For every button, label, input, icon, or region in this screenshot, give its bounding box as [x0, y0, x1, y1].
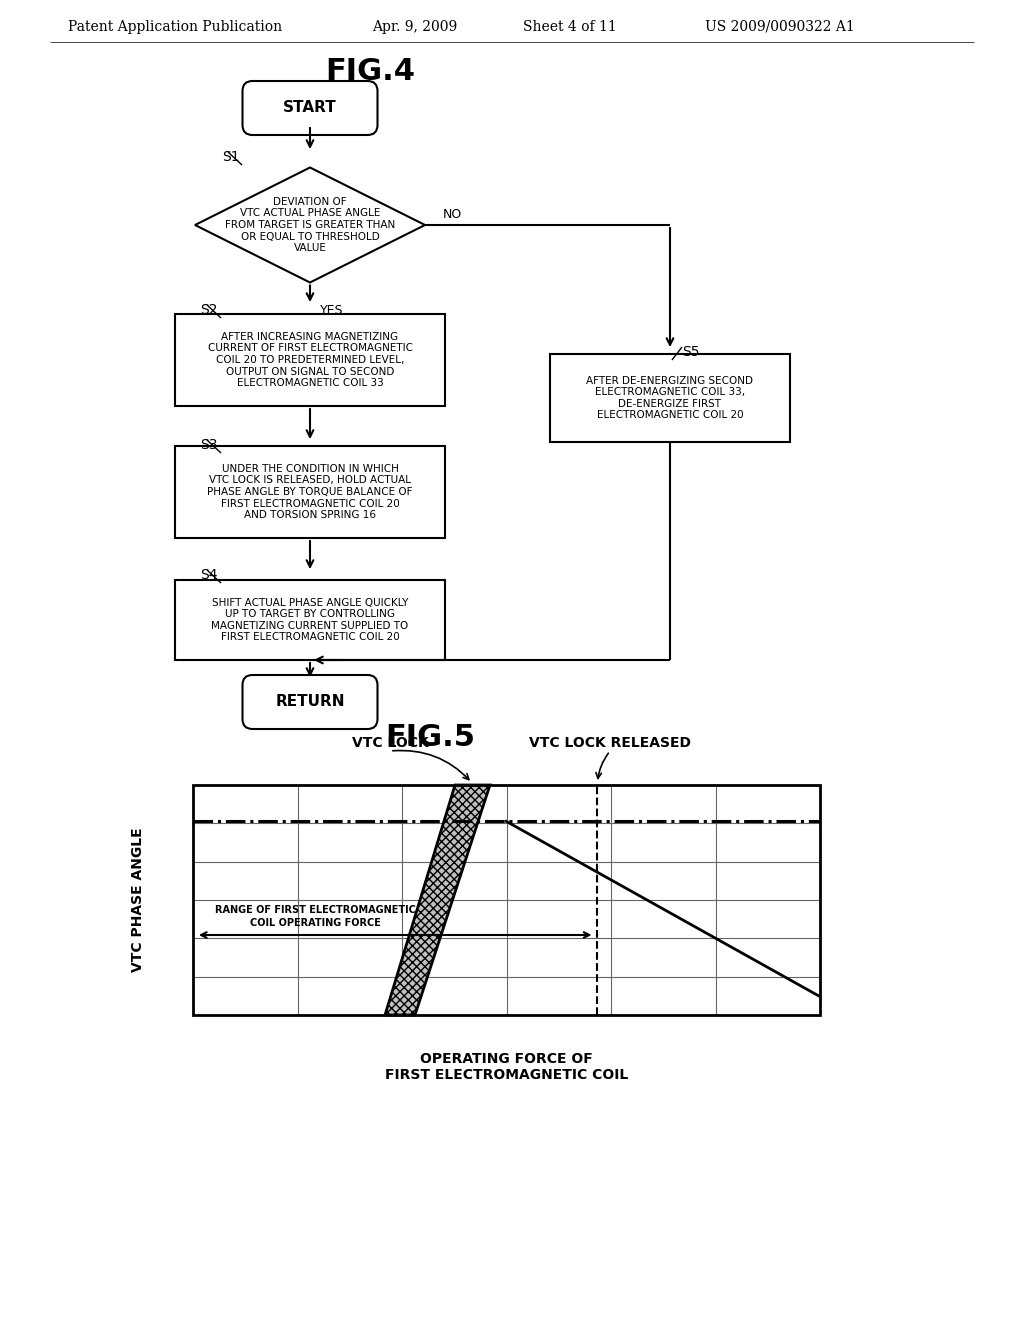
Text: AFTER INCREASING MAGNETIZING
CURRENT OF FIRST ELECTROMAGNETIC
COIL 20 TO PREDETE: AFTER INCREASING MAGNETIZING CURRENT OF …	[208, 331, 413, 388]
Text: SHIFT ACTUAL PHASE ANGLE QUICKLY
UP TO TARGET BY CONTROLLING
MAGNETIZING CURRENT: SHIFT ACTUAL PHASE ANGLE QUICKLY UP TO T…	[211, 598, 409, 643]
Text: US 2009/0090322 A1: US 2009/0090322 A1	[706, 20, 855, 34]
Bar	[175, 314, 445, 407]
Text: UNDER THE CONDITION IN WHICH
VTC LOCK IS RELEASED, HOLD ACTUAL
PHASE ANGLE BY TO: UNDER THE CONDITION IN WHICH VTC LOCK IS…	[207, 463, 413, 520]
Text: S4: S4	[200, 568, 217, 582]
Text: DEVIATION OF
VTC ACTUAL PHASE ANGLE
FROM TARGET IS GREATER THAN
OR EQUAL TO THRE: DEVIATION OF VTC ACTUAL PHASE ANGLE FROM…	[225, 197, 395, 253]
Text: RANGE OF FIRST ELECTROMAGNETIC: RANGE OF FIRST ELECTROMAGNETIC	[215, 906, 416, 915]
Bar	[193, 785, 820, 1015]
Text: S2: S2	[200, 304, 217, 317]
FancyBboxPatch shape	[243, 675, 378, 729]
Text: START: START	[283, 100, 337, 116]
Bar	[550, 354, 790, 442]
Polygon shape	[195, 168, 425, 282]
FancyBboxPatch shape	[243, 81, 378, 135]
Text: OPERATING FORCE OF
FIRST ELECTROMAGNETIC COIL: OPERATING FORCE OF FIRST ELECTROMAGNETIC…	[385, 1052, 628, 1082]
Text: FIG.5: FIG.5	[385, 722, 475, 751]
Text: VTC LOCK: VTC LOCK	[351, 737, 428, 750]
Text: AFTER DE-ENERGIZING SECOND
ELECTROMAGNETIC COIL 33,
DE-ENERGIZE FIRST
ELECTROMAG: AFTER DE-ENERGIZING SECOND ELECTROMAGNET…	[587, 376, 754, 420]
Text: Apr. 9, 2009: Apr. 9, 2009	[373, 20, 458, 34]
Text: FIG.4: FIG.4	[325, 58, 415, 87]
Text: Sheet 4 of 11: Sheet 4 of 11	[523, 20, 616, 34]
Text: S3: S3	[200, 438, 217, 451]
Text: S5: S5	[682, 345, 699, 359]
Text: Patent Application Publication: Patent Application Publication	[68, 20, 282, 34]
Polygon shape	[385, 785, 490, 1015]
Text: VTC PHASE ANGLE: VTC PHASE ANGLE	[131, 828, 145, 973]
Text: YES: YES	[319, 304, 343, 317]
Text: COIL OPERATING FORCE: COIL OPERATING FORCE	[250, 917, 381, 928]
Text: NO: NO	[443, 209, 462, 222]
Bar	[175, 579, 445, 660]
Bar	[175, 446, 445, 539]
Bar	[193, 785, 820, 1015]
Text: RETURN: RETURN	[275, 694, 345, 710]
Text: VTC LOCK RELEASED: VTC LOCK RELEASED	[529, 737, 691, 750]
Text: S1: S1	[222, 150, 240, 164]
